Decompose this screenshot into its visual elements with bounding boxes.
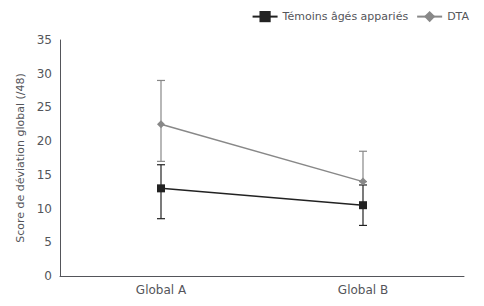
svg-text:DTA: DTA bbox=[447, 10, 469, 23]
svg-text:Témoins âgés appariés: Témoins âgés appariés bbox=[282, 10, 409, 23]
svg-text:Global A: Global A bbox=[136, 283, 187, 297]
svg-text:Score de déviation global (/48: Score de déviation global (/48) bbox=[14, 73, 27, 243]
svg-text:Global B: Global B bbox=[338, 283, 388, 297]
svg-text:25: 25 bbox=[37, 100, 52, 114]
svg-text:35: 35 bbox=[37, 33, 52, 47]
svg-text:5: 5 bbox=[44, 235, 52, 249]
svg-text:0: 0 bbox=[44, 269, 52, 283]
svg-text:20: 20 bbox=[37, 134, 52, 148]
svg-text:10: 10 bbox=[37, 202, 52, 216]
svg-text:30: 30 bbox=[37, 67, 52, 81]
svg-text:15: 15 bbox=[37, 168, 52, 182]
